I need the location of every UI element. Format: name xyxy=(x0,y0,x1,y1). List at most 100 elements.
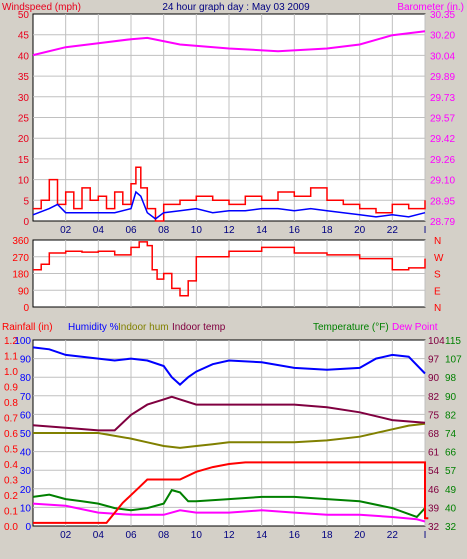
graph-title: 24 hour graph day : May 03 2009 xyxy=(162,2,310,13)
rainfall-tick-label: 0.6 xyxy=(4,429,18,440)
wind-tick-label: 30 xyxy=(18,93,30,104)
humidity-tick-label: 0 xyxy=(25,522,31,533)
x-tick-label: 20 xyxy=(354,225,366,236)
temperature-tick-label: 82 xyxy=(445,410,457,421)
x-tick-label: I xyxy=(424,530,427,541)
barometer-tick-label: 29.10 xyxy=(430,176,455,187)
humidity-line xyxy=(32,346,426,386)
rainfall-tick-label: 0.9 xyxy=(4,383,18,394)
legend-dew-point: Dew Point xyxy=(392,322,438,333)
humidity-tick-label: 90 xyxy=(20,355,32,366)
indoor-temp-tick-label: 68 xyxy=(428,429,440,440)
x-tick-label: 16 xyxy=(289,225,301,236)
rainfall-tick-label: 0.2 xyxy=(4,491,18,502)
indoor-temp-tick-label: 61 xyxy=(428,448,440,459)
x-tick-label: 14 xyxy=(256,225,268,236)
direction-tick-label: 0 xyxy=(23,303,29,314)
temperature-tick-label: 66 xyxy=(445,448,457,459)
x-tick-label: 06 xyxy=(125,530,137,541)
legend-rainfall: Rainfall (in) xyxy=(2,322,53,333)
barometer-tick-label: 29.57 xyxy=(430,114,455,125)
wind-tick-label: 5 xyxy=(23,196,29,207)
x-tick-label: 20 xyxy=(354,530,366,541)
direction-tick-label: 270 xyxy=(12,253,29,264)
rainfall-tick-label: 1.2 xyxy=(4,336,18,347)
x-tick-label: 16 xyxy=(289,530,301,541)
compass-tick-label: N xyxy=(434,303,441,314)
legend-indoor-temp: Indoor temp xyxy=(172,322,226,333)
temperature-tick-label: 107 xyxy=(445,355,462,366)
x-tick-label: 04 xyxy=(93,530,105,541)
wind-tick-label: 20 xyxy=(18,134,30,145)
humidity-tick-label: 30 xyxy=(20,466,32,477)
rainfall-tick-label: 0.5 xyxy=(4,445,18,456)
compass-tick-label: W xyxy=(434,253,444,264)
wind-tick-label: 0 xyxy=(23,217,29,228)
barometer-tick-label: 29.89 xyxy=(430,72,455,83)
indoor-humidity-line xyxy=(33,422,426,449)
temperature-tick-label: 57 xyxy=(445,466,457,477)
barometer-tick-label: 30.20 xyxy=(430,31,455,42)
indoor-temp-tick-label: 97 xyxy=(428,355,440,366)
barometer-axis-title: Barometer (in.) xyxy=(397,2,464,13)
wind-tick-label: 50 xyxy=(18,10,30,21)
direction-tick-label: 180 xyxy=(12,270,29,281)
compass-tick-label: E xyxy=(434,286,441,297)
humidity-tick-label: 60 xyxy=(20,410,32,421)
barometer-tick-label: 30.04 xyxy=(430,51,455,62)
temperature-tick-label: 115 xyxy=(445,336,461,347)
x-tick-label: 04 xyxy=(93,225,105,236)
indoor-temp-tick-label: 54 xyxy=(428,466,440,477)
rainfall-tick-label: 0.1 xyxy=(4,507,18,518)
humidity-tick-label: 10 xyxy=(20,503,32,514)
barometer-tick-label: 29.42 xyxy=(430,134,455,145)
rainfall-tick-label: 0.4 xyxy=(4,460,18,471)
compass-tick-label: N xyxy=(434,236,441,247)
indoor-temp-tick-label: 32 xyxy=(428,522,440,533)
humidity-tick-label: 80 xyxy=(20,373,32,384)
x-tick-label: 12 xyxy=(223,225,235,236)
barometer-tick-label: 30.35 xyxy=(430,10,455,21)
x-tick-label: 22 xyxy=(387,225,399,236)
x-tick-label: 08 xyxy=(158,530,170,541)
wind-direction-line xyxy=(33,241,426,297)
x-tick-label: 08 xyxy=(158,225,170,236)
barometer-tick-label: 28.79 xyxy=(430,217,455,228)
barometer-tick-label: 29.26 xyxy=(430,155,455,166)
temperature-tick-label: 32 xyxy=(445,522,457,533)
x-tick-label: 10 xyxy=(191,225,203,236)
indoor-temp-tick-label: 104 xyxy=(428,336,445,347)
x-tick-label: 14 xyxy=(256,530,268,541)
rainfall-tick-label: 0.8 xyxy=(4,398,18,409)
x-tick-label: 12 xyxy=(223,530,235,541)
barometer-line xyxy=(32,30,426,57)
compass-tick-label: S xyxy=(434,270,441,281)
indoor-temp-tick-label: 82 xyxy=(428,392,440,403)
wind-tick-label: 10 xyxy=(18,176,30,187)
x-tick-label: I xyxy=(424,225,427,236)
temperature-line xyxy=(32,488,426,519)
legend-humidity: Humidity % xyxy=(68,322,119,333)
rainfall-tick-label: 0.0 xyxy=(4,522,18,533)
legend-indoor-hum: Indoor hum xyxy=(118,322,169,333)
x-tick-label: 22 xyxy=(387,530,399,541)
barometer-tick-label: 28.95 xyxy=(430,196,455,207)
humidity-tick-label: 100 xyxy=(14,336,31,347)
temperature-tick-label: 90 xyxy=(445,392,457,403)
direction-tick-label: 90 xyxy=(18,286,30,297)
indoor-temp-tick-label: 46 xyxy=(428,485,440,496)
wind-tick-label: 40 xyxy=(18,51,30,62)
rainfall-tick-label: 1.0 xyxy=(4,367,18,378)
humidity-tick-label: 40 xyxy=(20,448,32,459)
temperature-tick-label: 40 xyxy=(445,503,457,514)
humidity-tick-label: 70 xyxy=(20,392,32,403)
wind-gust-line xyxy=(33,166,426,222)
wind-tick-label: 45 xyxy=(18,31,30,42)
wind-tick-label: 25 xyxy=(18,114,30,125)
indoor-temp-tick-label: 90 xyxy=(428,373,440,384)
wind-tick-label: 15 xyxy=(18,155,30,166)
temperature-tick-label: 74 xyxy=(445,429,457,440)
indoor-temp-line xyxy=(32,395,426,432)
direction-tick-label: 360 xyxy=(12,236,29,247)
